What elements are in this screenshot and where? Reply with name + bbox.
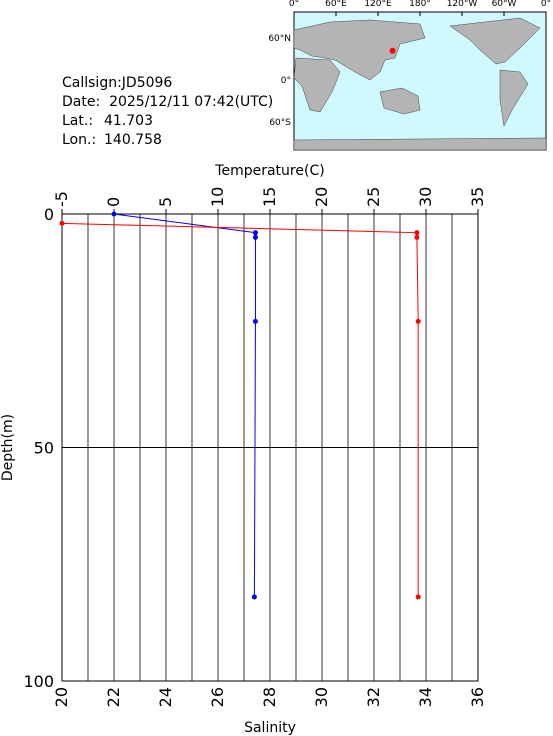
lon-value: 140.758 (104, 132, 162, 148)
x2-tick-label: 24 (156, 687, 175, 707)
x2-tick-label: 30 (312, 687, 331, 707)
map-lat-label: 60°S (269, 118, 291, 128)
profile-line (61, 222, 419, 597)
land (449, 17, 541, 65)
x-tick-label: 35 (468, 187, 487, 207)
profile-point (251, 594, 257, 600)
map-lat-label: 0° (281, 76, 291, 86)
x-axis-title: Temperature(C) (214, 163, 324, 179)
map-lon-label: 120°W (447, 0, 478, 9)
x-tick-label: 20 (312, 187, 331, 207)
profile-point (414, 230, 420, 236)
x-tick-label: 0 (104, 197, 123, 207)
profile-point (59, 220, 65, 226)
lon-label: Lon.: (62, 132, 96, 148)
y-tick-label: 0 (44, 205, 54, 224)
map-lon-label: 0° (289, 0, 299, 9)
x-tick-label: -5 (52, 191, 71, 207)
profile-point (414, 234, 420, 240)
map-lon-label: 180° (409, 0, 431, 9)
y-tick-label: 50 (34, 439, 54, 458)
profile-line (113, 213, 256, 597)
x2-tick-label: 28 (260, 687, 279, 707)
y-tick-label: 100 (23, 672, 54, 691)
x-tick-label: 10 (208, 187, 227, 207)
x2-tick-label: 34 (416, 687, 435, 707)
x-tick-label: 5 (156, 197, 175, 207)
land (293, 137, 547, 151)
land (499, 69, 529, 127)
x2-axis-title: Salinity (244, 720, 296, 736)
profile-point (415, 594, 421, 600)
profile-point (252, 318, 258, 324)
x2-tick-label: 26 (208, 687, 227, 707)
map-lat-label: 60°N (268, 34, 291, 44)
profile-point (415, 318, 421, 324)
y-axis-title: Depth(m) (0, 414, 16, 481)
map-lon-label: 0° (541, 0, 551, 9)
x2-tick-label: 36 (468, 687, 487, 707)
x2-tick-label: 22 (104, 687, 123, 707)
land (379, 87, 421, 115)
date: Date: 2025/12/11 07:42(UTC) (62, 94, 273, 110)
lat-label: Lat.: (62, 113, 93, 129)
x2-tick-label: 20 (52, 687, 71, 707)
profile-point (252, 234, 258, 240)
profile-point (252, 230, 258, 236)
map-lon-label: 120°E (364, 0, 392, 9)
station-marker (389, 47, 396, 54)
callsign: Callsign:JD5096 (62, 75, 172, 91)
profile-point (111, 211, 117, 217)
map-lon-label: 60°E (325, 0, 347, 9)
map-lon-label: 60°W (492, 0, 517, 9)
x-tick-label: 30 (416, 187, 435, 207)
map (293, 11, 547, 151)
x2-tick-label: 32 (364, 687, 383, 707)
x-tick-label: 15 (260, 187, 279, 207)
land (293, 57, 341, 113)
x-tick-label: 25 (364, 187, 383, 207)
lat-value: 41.703 (104, 113, 153, 129)
land (293, 19, 426, 81)
